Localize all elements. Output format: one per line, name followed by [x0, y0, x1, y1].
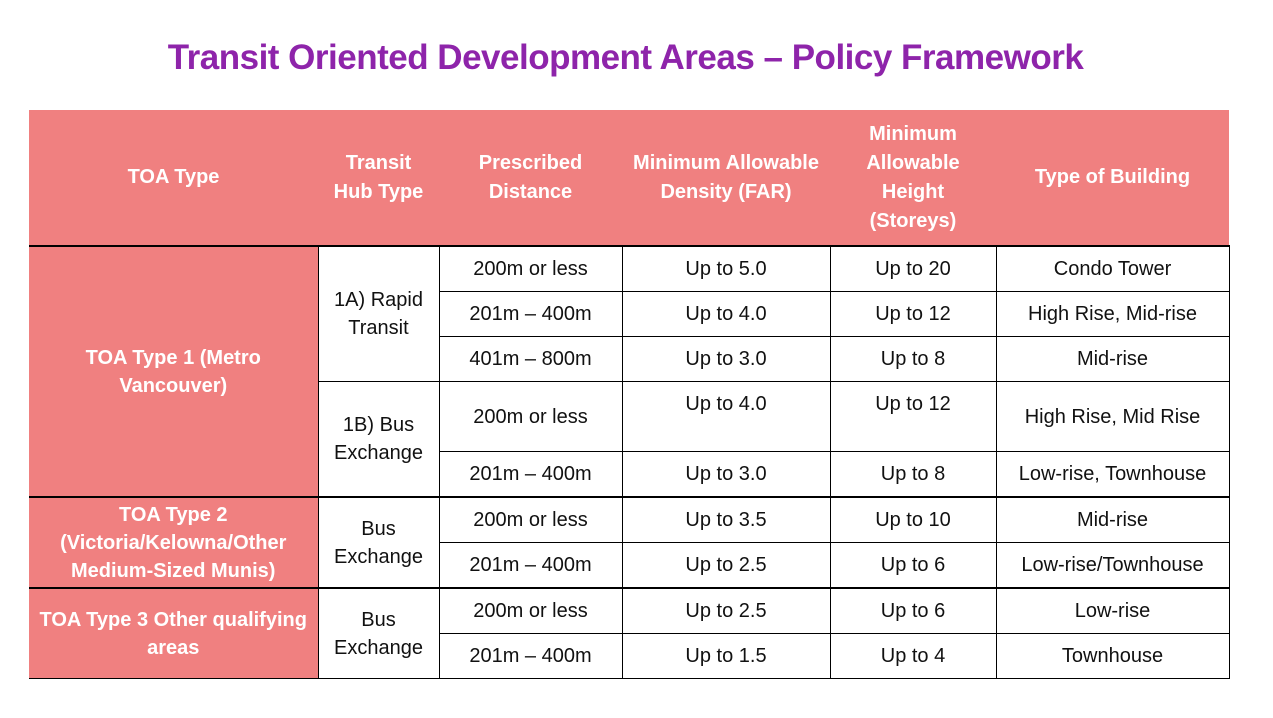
building-cell: Mid-rise: [995, 496, 1230, 543]
building-cell: Low-rise/Townhouse: [995, 542, 1230, 589]
table-row: 401m – 800m Up to 3.0 Up to 8 Mid-rise: [29, 336, 1230, 382]
density-cell: Up to 4.0: [621, 381, 831, 452]
hub-type-cell: Bus Exchange: [317, 496, 440, 589]
toa-type-cell: TOA Type 2 (Victoria/Kelowna/Other Mediu…: [29, 496, 319, 589]
header-row: TOA Type Transit Hub Type Prescribed Dis…: [29, 110, 1229, 247]
building-cell: Low-rise: [995, 587, 1230, 634]
height-cell: Up to 6: [829, 542, 997, 589]
height-cell: Up to 12: [829, 291, 997, 337]
density-cell: Up to 2.5: [621, 542, 831, 589]
policy-framework-table: TOA Type Transit Hub Type Prescribed Dis…: [29, 110, 1230, 679]
building-cell: High Rise, Mid Rise: [995, 381, 1230, 452]
header-density: Minimum Allowable Density (FAR): [622, 110, 830, 247]
building-cell: Low-rise, Townhouse: [995, 451, 1230, 498]
distance-cell: 201m – 400m: [438, 291, 623, 337]
toa-type-cell: TOA Type 1 (Metro Vancouver): [29, 245, 319, 498]
height-cell: Up to 8: [829, 336, 997, 382]
distance-cell: 200m or less: [438, 587, 623, 634]
building-cell: Condo Tower: [995, 245, 1230, 292]
height-cell: Up to 10: [829, 496, 997, 543]
header-toa-type: TOA Type: [29, 110, 318, 247]
page-title: Transit Oriented Development Areas – Pol…: [167, 38, 1084, 77]
distance-cell: 201m – 400m: [438, 633, 623, 679]
hub-type-cell: Bus Exchange: [317, 587, 440, 679]
height-cell: Up to 12: [829, 381, 997, 452]
density-cell: Up to 5.0: [621, 245, 831, 292]
distance-cell: 201m – 400m: [438, 542, 623, 589]
table-row: 201m – 400m Up to 1.5 Up to 4 Townhouse: [29, 633, 1230, 679]
distance-cell: 201m – 400m: [438, 451, 623, 498]
header-hub-type: Transit Hub Type: [318, 110, 439, 247]
table-row: 201m – 400m Up to 4.0 Up to 12 High Rise…: [29, 291, 1230, 337]
distance-cell: 401m – 800m: [438, 336, 623, 382]
building-cell: Mid-rise: [995, 336, 1230, 382]
hub-type-cell: 1B) Bus Exchange: [317, 381, 440, 498]
density-cell: Up to 1.5: [621, 633, 831, 679]
height-cell: Up to 20: [829, 245, 997, 292]
header-distance: Prescribed Distance: [439, 110, 622, 247]
header-height: Minimum Allowable Height (Storeys): [830, 110, 996, 247]
table-row: 1B) Bus Exchange 200m or less Up to 4.0 …: [29, 381, 1230, 498]
table-row: 201m – 400m Up to 2.5 Up to 6 Low-rise/T…: [29, 542, 1230, 589]
density-cell: Up to 2.5: [621, 587, 831, 634]
table-row: TOA Type 2 (Victoria/Kelowna/Other Mediu…: [29, 496, 1230, 589]
building-cell: High Rise, Mid-rise: [995, 291, 1230, 337]
density-cell: Up to 3.0: [621, 451, 831, 498]
table-row: TOA Type 3 Other qualifying areas Bus Ex…: [29, 587, 1230, 679]
height-cell: Up to 6: [829, 587, 997, 634]
distance-cell: 200m or less: [438, 245, 623, 292]
density-cell: Up to 3.5: [621, 496, 831, 543]
toa-type-cell: TOA Type 3 Other qualifying areas: [29, 587, 319, 679]
height-cell: Up to 4: [829, 633, 997, 679]
distance-cell: 200m or less: [438, 496, 623, 543]
header-building: Type of Building: [996, 110, 1229, 247]
distance-cell: 200m or less: [438, 381, 623, 452]
hub-type-cell: 1A) Rapid Transit: [317, 245, 440, 382]
density-cell: Up to 3.0: [621, 336, 831, 382]
building-cell: Townhouse: [995, 633, 1230, 679]
table-row: TOA Type 1 (Metro Vancouver) 1A) Rapid T…: [29, 245, 1230, 498]
height-cell: Up to 8: [829, 451, 997, 498]
density-cell: Up to 4.0: [621, 291, 831, 337]
table-row: 201m – 400m Up to 3.0 Up to 8 Low-rise, …: [29, 451, 1230, 498]
